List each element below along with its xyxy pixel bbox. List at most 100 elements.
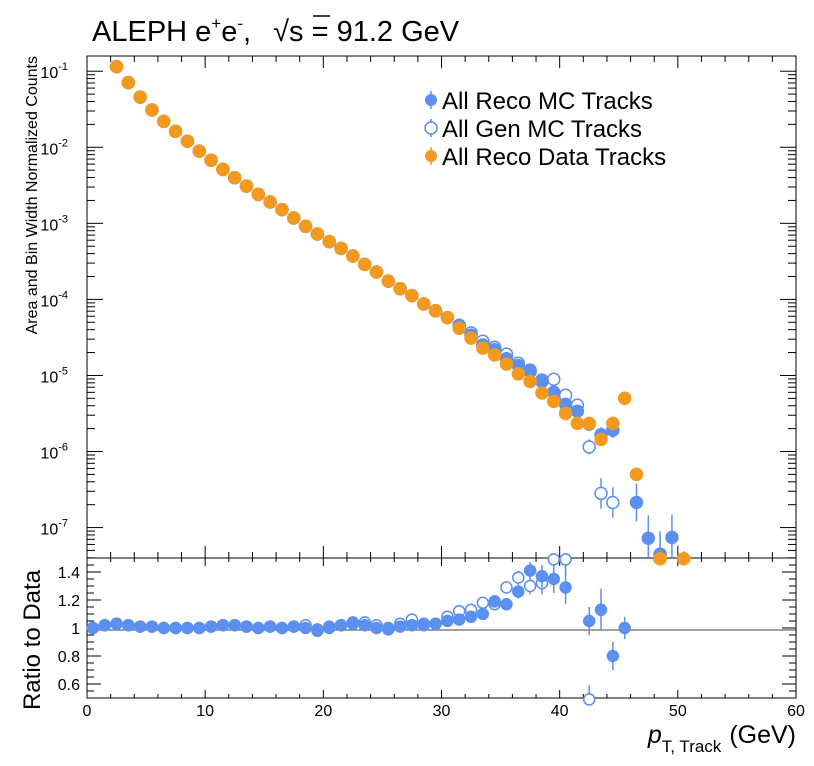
data-point — [109, 59, 124, 74]
data-point — [594, 432, 608, 447]
legend-entry-gen-mc: All Gen MC Tracks — [424, 116, 642, 143]
y-tick-label-bottom: 1.4 — [58, 565, 80, 582]
data-point — [216, 162, 230, 177]
data-point — [322, 234, 336, 249]
ratio-reco-mc-point — [322, 621, 336, 635]
ratio-reco-mc-point — [145, 620, 159, 633]
chart-title: ALEPH e+e-, √s = 91.2 GeV — [92, 14, 460, 48]
data-point — [227, 170, 242, 185]
data-point — [393, 281, 407, 296]
ratio-gen-mc-point — [523, 579, 537, 593]
gen-mc-point — [594, 486, 608, 501]
data-point — [511, 367, 526, 381]
data-point — [287, 211, 301, 225]
ratio-reco-mc-point — [181, 621, 194, 635]
data-point — [204, 153, 218, 167]
data-point — [239, 179, 254, 193]
y-tick-label-bottom: 1.2 — [58, 593, 80, 610]
legend-entry-reco-mc: All Reco MC Tracks — [425, 88, 653, 115]
data-point — [121, 75, 136, 90]
ratio-reco-mc-point — [582, 614, 596, 628]
data-point — [558, 406, 573, 421]
reco-mc-point — [629, 495, 644, 510]
x-tick-labels: 0 10 20 30 40 50 60 — [83, 703, 805, 720]
y-tick-label-top: 10-2 — [40, 137, 68, 158]
x-axis-label: pT, Track (GeV) — [647, 721, 796, 756]
data-point — [428, 304, 443, 318]
ratio-reco-mc-point — [287, 620, 301, 633]
data-points — [86, 59, 691, 706]
data-point — [381, 274, 396, 288]
ratio-reco-mc-point — [512, 585, 525, 598]
ratio-reco-mc-point — [98, 618, 111, 632]
ratio-reco-mc-point — [133, 620, 147, 633]
reco-mc-point — [523, 363, 537, 377]
legend: All Reco MC Tracks All Gen MC Tracks All… — [424, 88, 666, 171]
gen-mc-point — [547, 372, 561, 387]
data-point — [417, 297, 431, 311]
ratio-reco-mc-point — [263, 620, 277, 633]
ratio-reco-mc-point — [594, 603, 608, 617]
y-tick-label-top: 10-3 — [40, 213, 68, 234]
axis-ticks — [86, 56, 797, 699]
data-point — [145, 103, 159, 117]
gen-mc-point — [582, 440, 596, 454]
top-y-tick-labels: 10-1 10-2 10-3 10-4 10-5 10-6 10-7 — [40, 61, 68, 538]
ratio-gen-mc-point — [547, 553, 561, 566]
data-point — [405, 288, 419, 303]
data-point — [440, 310, 455, 325]
gen-mc-point — [606, 495, 620, 510]
legend-marker-data — [425, 150, 437, 162]
y-tick-label-bottom: 0.6 — [58, 677, 80, 694]
y-axis-label-bottom: Ratio to Data — [19, 569, 46, 710]
ratio-reco-mc-point — [393, 620, 407, 633]
legend-label-data: All Reco Data Tracks — [442, 144, 666, 171]
ratio-reco-mc-point — [157, 621, 171, 635]
y-tick-label-top: 10-7 — [40, 518, 68, 539]
legend-entry-data: All Reco Data Tracks — [425, 144, 666, 171]
reco-mc-point — [570, 404, 585, 418]
y-tick-label-top: 10-4 — [40, 289, 68, 310]
ratio-reco-mc-point — [228, 618, 241, 632]
legend-marker-gen-mc — [424, 121, 438, 135]
ratio-reco-mc-point — [452, 613, 466, 626]
data-point — [192, 144, 207, 158]
data-point — [310, 227, 325, 241]
data-point — [168, 124, 183, 139]
ratio-reco-mc-point — [252, 621, 265, 635]
ratio-reco-mc-point — [358, 618, 371, 632]
data-point — [582, 416, 596, 431]
ratio-reco-mc-point — [417, 618, 431, 632]
x-tick-label: 40 — [551, 703, 569, 720]
ratio-reco-mc-point — [606, 649, 620, 663]
legend-marker-reco-mc — [425, 94, 437, 106]
data-point — [653, 552, 667, 566]
ratio-reco-mc-point — [193, 621, 206, 635]
x-tick-label: 60 — [787, 703, 805, 720]
data-point — [180, 134, 195, 148]
data-point — [369, 265, 384, 279]
reco-mc-point — [665, 530, 679, 545]
reco-mc-point — [535, 373, 549, 387]
x-tick-label: 0 — [83, 703, 92, 720]
y-axis-label-top: Area and Bin Width Normalized Counts — [24, 56, 41, 334]
reco-mc-point — [641, 531, 656, 545]
ratio-reco-mc-point — [559, 581, 572, 594]
data-point — [535, 386, 549, 400]
y-tick-label-bottom: 1 — [71, 621, 80, 638]
data-point — [547, 394, 561, 409]
ratio-reco-mc-point — [240, 620, 253, 633]
ratio-reco-mc-point — [523, 564, 537, 577]
data-point — [487, 348, 502, 362]
ratio-reco-mc-point — [500, 597, 513, 611]
data-point — [357, 257, 372, 272]
data-point — [275, 202, 289, 217]
x-tick-label: 30 — [433, 703, 451, 720]
ratio-reco-mc-point — [405, 618, 419, 632]
ratio-reco-mc-point — [464, 610, 478, 624]
legend-label-gen-mc: All Gen MC Tracks — [442, 116, 642, 143]
data-point — [570, 416, 585, 431]
ratio-reco-mc-point — [370, 621, 383, 635]
data-point — [676, 552, 691, 566]
